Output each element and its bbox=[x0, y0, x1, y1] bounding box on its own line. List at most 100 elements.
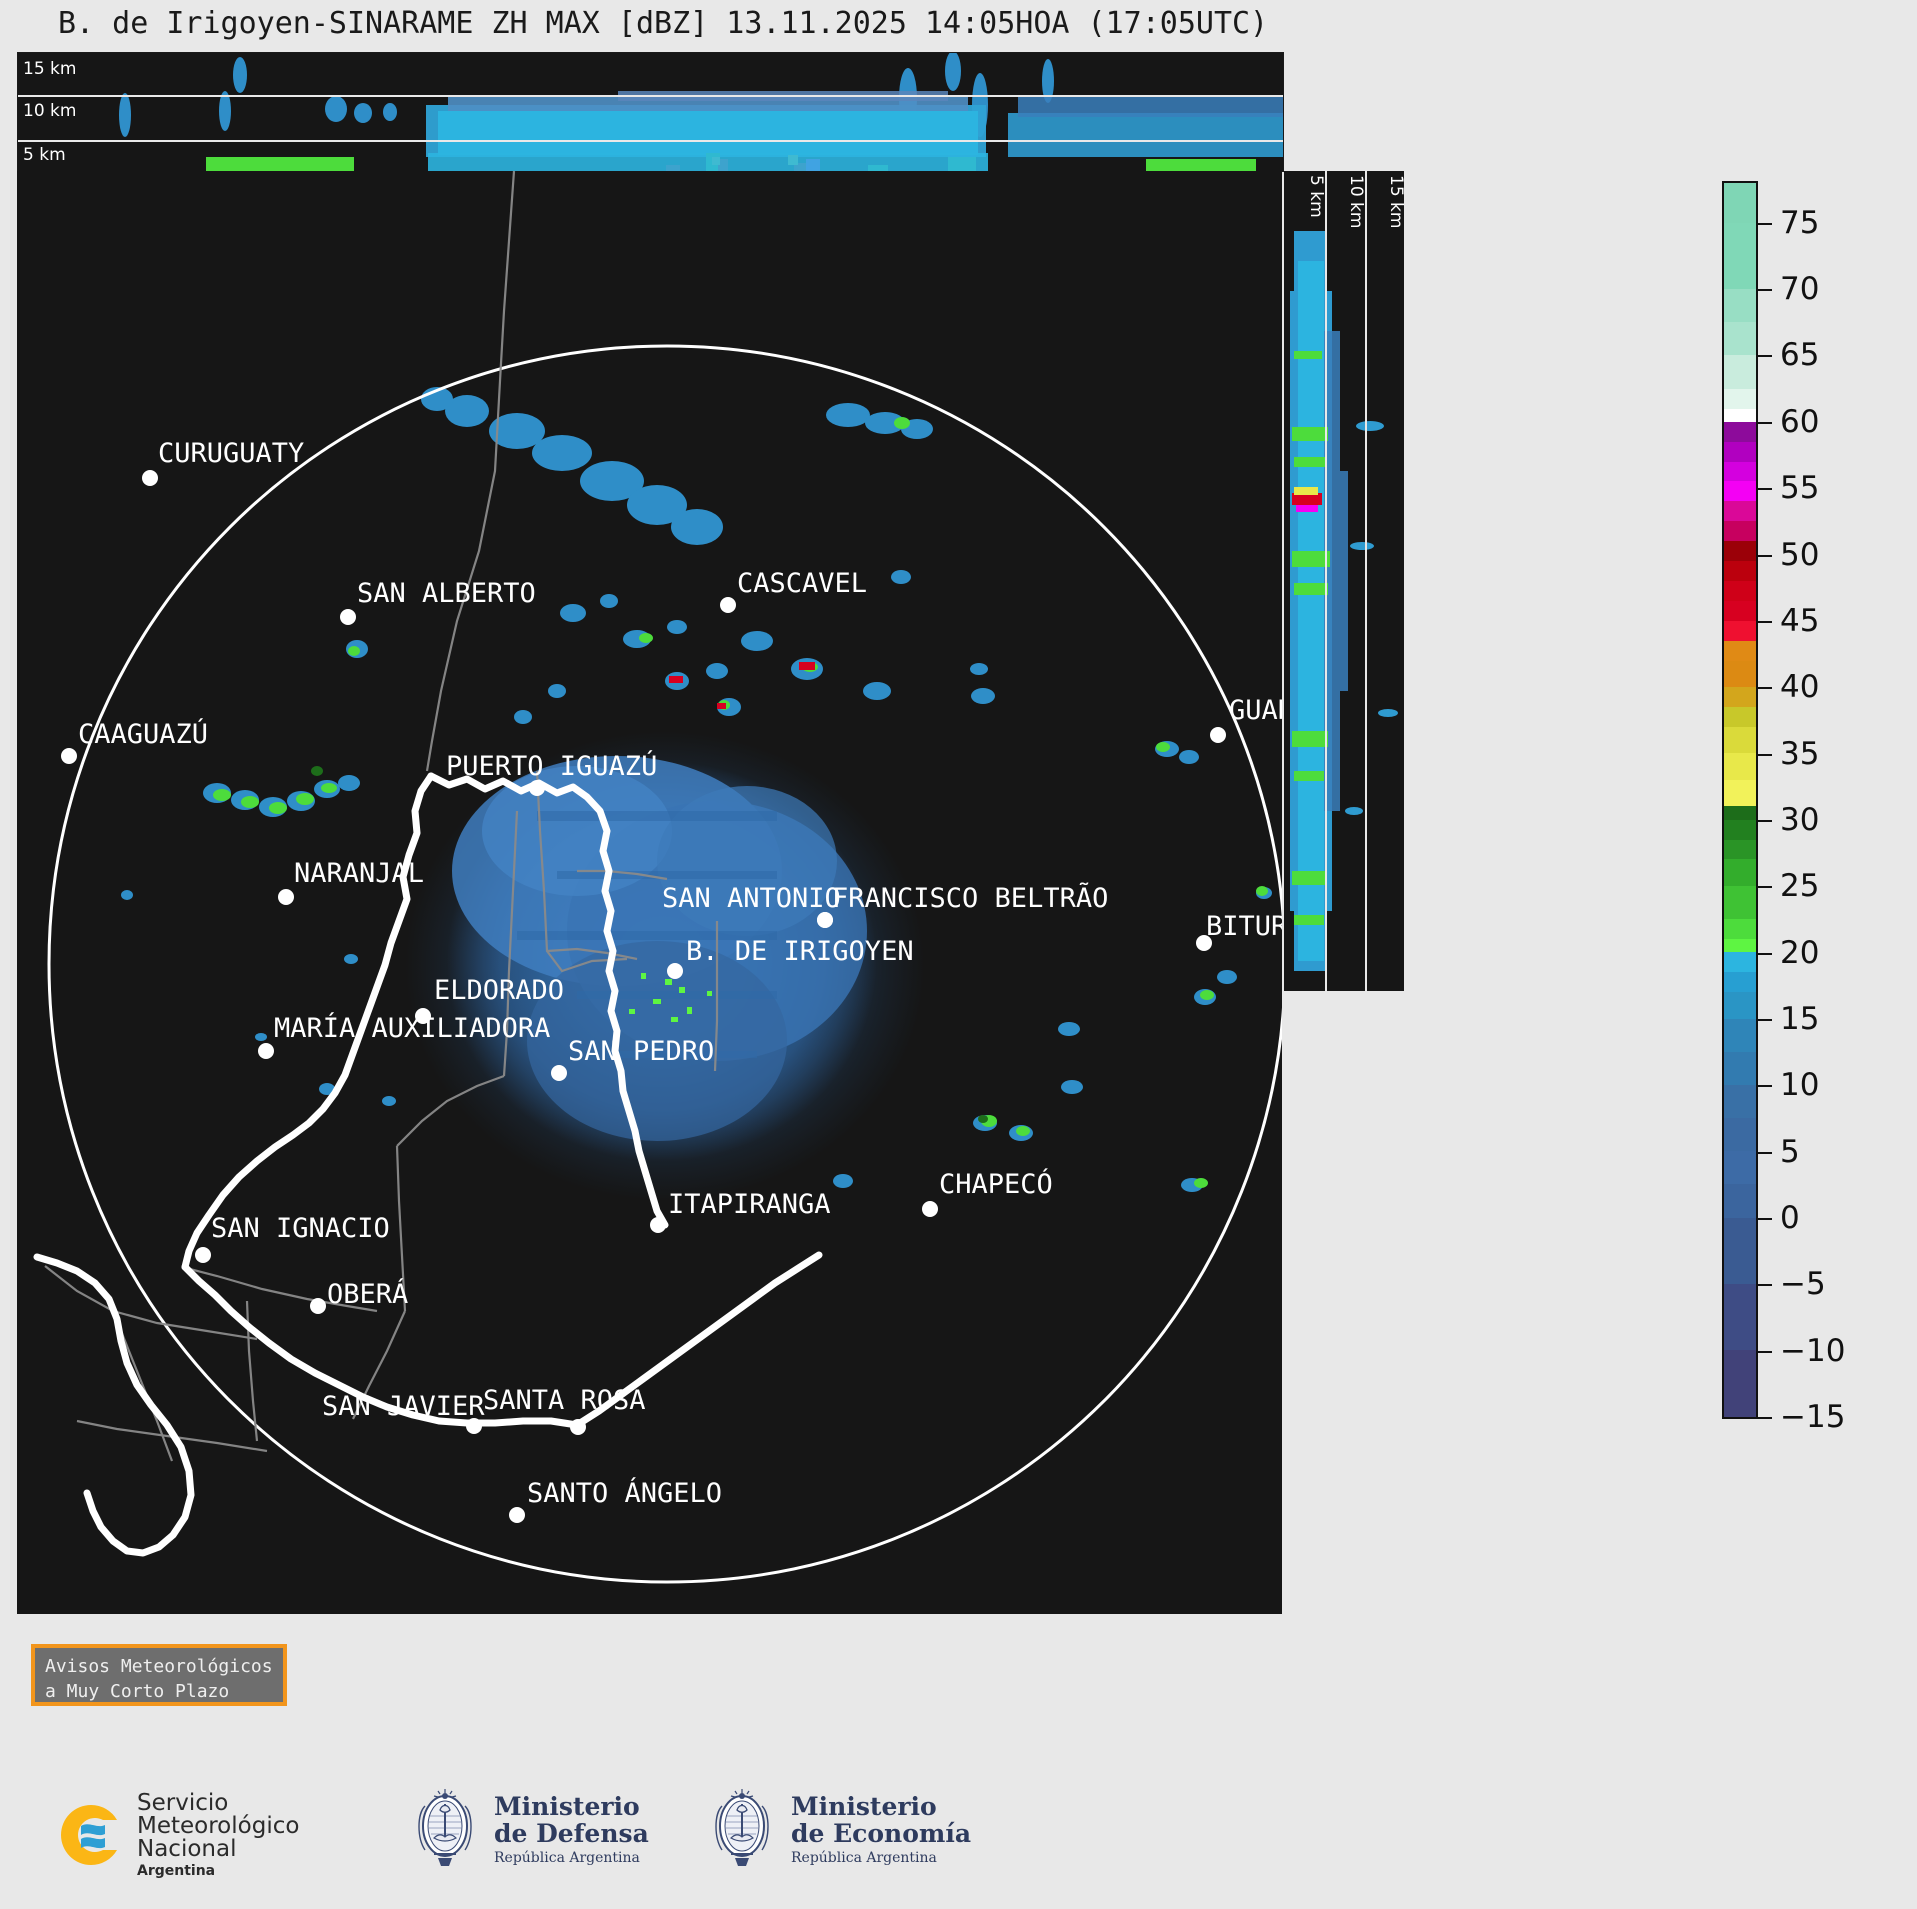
city-marker-dot bbox=[142, 470, 158, 486]
economia-line-2: de Economía bbox=[791, 1819, 972, 1849]
colorbar-tick bbox=[1758, 1284, 1772, 1287]
top-xs-label-10km: 10 km bbox=[23, 101, 77, 121]
city-label: CHAPECÓ bbox=[939, 1168, 1053, 1200]
top-cross-section-panel: 15 km 10 km 5 km bbox=[17, 52, 1284, 172]
city-label: MARÍA AUXILIADORA bbox=[274, 1012, 550, 1044]
city-label: CASCAVEL bbox=[737, 568, 867, 599]
colorbar-tick-label: −5 bbox=[1780, 1266, 1826, 1303]
logo-smn: Servicio Meteorológico Nacional Argentin… bbox=[55, 1792, 299, 1878]
colorbar-tick-label: −10 bbox=[1780, 1332, 1846, 1369]
top-xs-label-15km: 15 km bbox=[23, 59, 77, 79]
colorbar-segment bbox=[1724, 992, 1756, 1019]
colorbar-segment bbox=[1724, 421, 1756, 442]
right-xs-label-15km: 15 km bbox=[1386, 175, 1404, 229]
colorbar-tick-label: 5 bbox=[1780, 1133, 1800, 1170]
city-marker-dot bbox=[720, 597, 736, 613]
colorbar-segment bbox=[1724, 885, 1756, 920]
smn-line-1: Servicio bbox=[137, 1790, 229, 1816]
colorbar-segment bbox=[1724, 1151, 1756, 1185]
defensa-line-1: Ministerio bbox=[494, 1792, 640, 1822]
city-label: CAAGUAZÚ bbox=[78, 718, 208, 750]
smn-line-2: Meteorológico bbox=[137, 1813, 300, 1839]
colorbar-segment bbox=[1724, 222, 1756, 290]
city-label: OBERÁ bbox=[327, 1278, 408, 1310]
city-label: SANTA ROSA bbox=[483, 1385, 646, 1416]
nowcast-alert-box[interactable]: Avisos Meteorológicos a Muy Corto Plazo bbox=[31, 1644, 287, 1706]
city-label: ITAPIRANGA bbox=[668, 1189, 831, 1220]
city-marker-dot bbox=[61, 748, 77, 764]
colorbar-tick bbox=[1758, 1085, 1772, 1088]
city-label: FRANCISCO BELTRÃO bbox=[832, 882, 1108, 914]
city-label: NARANJAL bbox=[294, 858, 424, 889]
argentina-coat-of-arms-icon bbox=[715, 1789, 769, 1866]
colorbar-segment bbox=[1724, 441, 1756, 462]
colorbar-tick-label: 20 bbox=[1780, 934, 1820, 971]
colorbar-segment bbox=[1724, 600, 1756, 621]
colorbar-segment bbox=[1724, 919, 1756, 940]
colorbar-tick bbox=[1758, 355, 1772, 358]
city-marker-dot bbox=[1196, 935, 1212, 951]
radar-map[interactable]: CURUGUATY SAN ALBERTO CASCAVEL CAAGUAZÚ GUAR… bbox=[17, 171, 1282, 1614]
colorbar-tick-label: 40 bbox=[1780, 669, 1820, 706]
colorbar-segment bbox=[1724, 541, 1756, 562]
colorbar-segment bbox=[1724, 952, 1756, 973]
colorbar-segment bbox=[1724, 501, 1756, 522]
top-xs-label-5km: 5 km bbox=[23, 145, 66, 165]
dbz-colorbar-ticks: 75 70 65 60 55 50 45 40 35 30 25 20 15 10 5 0 −5 −10 −15 bbox=[1758, 181, 1908, 1435]
city-marker-dot bbox=[258, 1043, 274, 1059]
city-marker-dot bbox=[415, 1008, 431, 1024]
city-label: SAN ALBERTO bbox=[357, 578, 536, 609]
colorbar-tick-label: 60 bbox=[1780, 403, 1820, 440]
colorbar-tick bbox=[1758, 1350, 1772, 1353]
colorbar-tick-label: 65 bbox=[1780, 337, 1820, 374]
dbz-colorbar bbox=[1722, 181, 1758, 1419]
colorbar-tick-label: 15 bbox=[1780, 1000, 1820, 1037]
colorbar-tick bbox=[1758, 421, 1772, 424]
colorbar-segment bbox=[1724, 706, 1756, 727]
city-marker-dot bbox=[817, 912, 833, 928]
city-label: CURUGUATY bbox=[158, 438, 304, 469]
colorbar-segment bbox=[1724, 1118, 1756, 1152]
argentina-coat-of-arms-icon bbox=[418, 1789, 472, 1866]
defensa-line-2: de Defensa bbox=[494, 1819, 649, 1849]
colorbar-segment bbox=[1724, 806, 1756, 820]
city-label: SAN PEDRO bbox=[568, 1036, 714, 1067]
colorbar-tick bbox=[1758, 222, 1772, 225]
colorbar-tick bbox=[1758, 1018, 1772, 1021]
city-label: GUARA bbox=[1229, 695, 1282, 726]
colorbar-segment bbox=[1724, 726, 1756, 754]
colorbar-tick bbox=[1758, 1151, 1772, 1154]
city-marker-dot bbox=[1210, 727, 1226, 743]
smn-line-4: Argentina bbox=[137, 1863, 216, 1879]
city-marker-dot bbox=[195, 1247, 211, 1263]
colorbar-segment bbox=[1724, 819, 1756, 840]
city-label: PUERTO IGUAZÚ bbox=[446, 750, 657, 782]
city-marker-dot bbox=[340, 609, 356, 625]
city-label: SAN IGNACIO bbox=[211, 1213, 390, 1244]
city-marker-dot bbox=[650, 1217, 666, 1233]
colorbar-tick bbox=[1758, 488, 1772, 491]
colorbar-tick bbox=[1758, 289, 1772, 292]
city-label: ELDORADO bbox=[434, 975, 564, 1006]
colorbar-segment bbox=[1724, 687, 1756, 707]
colorbar-tick-label: 55 bbox=[1780, 470, 1820, 507]
radar-map-canvas: CURUGUATY SAN ALBERTO CASCAVEL CAAGUAZÚ GUAR… bbox=[17, 171, 1282, 1614]
colorbar-tick-label: 25 bbox=[1780, 868, 1820, 905]
city-label: SAN ANTONIO bbox=[662, 883, 841, 914]
page-title: B. de Irigoyen-SINARAME ZH MAX [dBZ] 13.… bbox=[58, 6, 1269, 41]
alert-line-1: Avisos Meteorológicos bbox=[45, 1656, 273, 1677]
logo-ministerio-defensa: Ministerio de Defensa República Argentin… bbox=[410, 1788, 649, 1872]
colorbar-segment bbox=[1724, 289, 1756, 323]
colorbar-tick-label: 45 bbox=[1780, 602, 1820, 639]
colorbar-tick-label: 30 bbox=[1780, 801, 1820, 838]
colorbar-segment bbox=[1724, 481, 1756, 502]
city-marker-dot bbox=[466, 1418, 482, 1434]
colorbar-segment bbox=[1724, 1284, 1756, 1351]
city-marker-dot bbox=[509, 1507, 525, 1523]
colorbar-segment bbox=[1724, 1084, 1756, 1119]
smn-line-3: Nacional bbox=[137, 1836, 237, 1862]
right-cross-section-echoes bbox=[1284, 171, 1404, 991]
city-label: B. DE IRIGOYEN bbox=[686, 936, 914, 967]
colorbar-segment bbox=[1724, 640, 1756, 661]
colorbar-segment bbox=[1724, 461, 1756, 482]
